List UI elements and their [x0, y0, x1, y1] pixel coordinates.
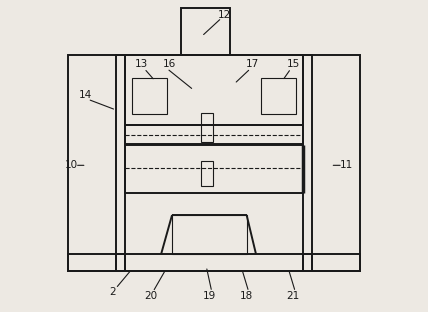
- Text: 14: 14: [78, 90, 92, 100]
- Bar: [303, 254, 360, 271]
- Text: 17: 17: [246, 59, 259, 69]
- Bar: [68, 55, 125, 271]
- Text: 15: 15: [287, 59, 300, 69]
- Text: 2: 2: [110, 287, 116, 297]
- Bar: [201, 113, 213, 142]
- Bar: [116, 55, 312, 271]
- Text: 10: 10: [65, 160, 78, 170]
- Text: 20: 20: [144, 291, 157, 301]
- Bar: [172, 215, 247, 254]
- Bar: [68, 254, 125, 271]
- Text: 11: 11: [339, 160, 353, 170]
- Bar: [303, 55, 360, 271]
- Bar: [125, 55, 303, 125]
- Text: 18: 18: [240, 291, 253, 301]
- Bar: [181, 8, 229, 55]
- Text: 16: 16: [162, 59, 175, 69]
- Bar: [261, 78, 296, 114]
- Text: 13: 13: [134, 59, 148, 69]
- Text: 19: 19: [203, 291, 216, 301]
- Text: 12: 12: [218, 10, 232, 20]
- Bar: [132, 78, 167, 114]
- Text: 21: 21: [287, 291, 300, 301]
- Bar: [125, 125, 303, 145]
- Bar: [201, 161, 213, 186]
- Bar: [125, 144, 303, 193]
- Bar: [116, 254, 312, 271]
